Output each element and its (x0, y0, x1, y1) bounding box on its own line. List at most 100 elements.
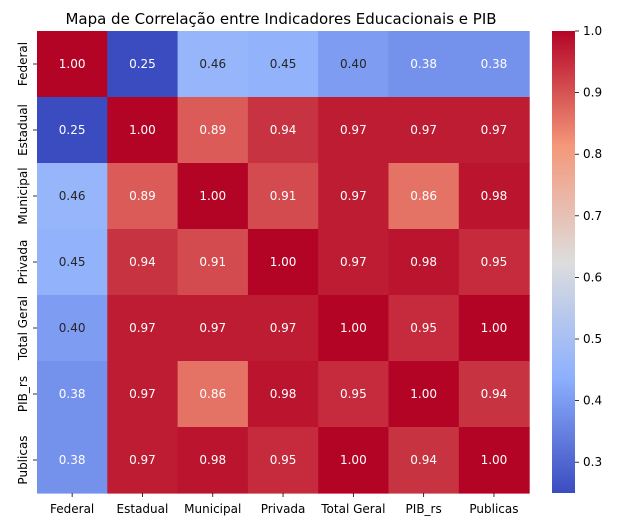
heatmap-cell (318, 31, 390, 98)
heatmap-cell (388, 295, 460, 362)
heatmap-cell (37, 229, 108, 296)
x-tick-label: Municipal (184, 502, 241, 516)
cell-value-label: 0.97 (129, 321, 156, 335)
heatmap-cell (37, 295, 108, 362)
colorbar-tick-label: 0.9 (583, 86, 602, 100)
heatmap-cell (458, 361, 530, 428)
cell-value-label: 1.00 (129, 123, 156, 137)
heatmap-cell (388, 163, 460, 230)
colorbar-tick-label: 0.8 (583, 147, 602, 161)
cell-value-label: 0.89 (199, 123, 226, 137)
cell-value-label: 0.91 (270, 189, 297, 203)
heatmap-cell (318, 229, 390, 296)
colorbar-bar (552, 31, 575, 493)
cell-value-label: 0.45 (59, 255, 86, 269)
heatmap-cell (458, 31, 530, 98)
heatmap-cell (107, 229, 179, 296)
heatmap-cell (177, 427, 249, 494)
cell-value-label: 1.00 (199, 189, 226, 203)
heatmap-cell (107, 97, 179, 164)
heatmap-cell (318, 163, 390, 230)
colorbar-tick-label: 0.4 (583, 394, 602, 408)
x-tick-label: Total Geral (320, 502, 385, 516)
heatmap-cell (107, 295, 179, 362)
colorbar-tick-label: 0.5 (583, 332, 602, 346)
cell-value-label: 1.00 (340, 453, 367, 467)
heatmap-cell (388, 31, 460, 98)
y-tick-label: Privada (16, 240, 30, 285)
x-tick-label: Federal (50, 502, 94, 516)
cell-value-label: 0.97 (340, 123, 367, 137)
heatmap-cell (247, 31, 319, 98)
heatmap-cell (458, 97, 530, 164)
cell-value-label: 0.86 (410, 189, 437, 203)
heatmap-cell (107, 361, 179, 428)
colorbar-tick-label: 0.7 (583, 209, 602, 223)
heatmap-cell (318, 427, 390, 494)
cell-value-label: 0.97 (270, 321, 297, 335)
chart-title: Mapa de Correlação entre Indicadores Edu… (65, 10, 496, 28)
cell-value-label: 1.00 (481, 453, 508, 467)
heatmap-cell (37, 31, 108, 98)
heatmap-cell (318, 97, 390, 164)
cell-value-label: 0.46 (199, 57, 226, 71)
cell-value-label: 1.00 (59, 57, 86, 71)
heatmap-cell (107, 427, 179, 494)
heatmap-cell (177, 31, 249, 98)
cell-value-label: 0.38 (59, 387, 86, 401)
y-tick-label: Total Geral (16, 296, 30, 361)
y-axis: Federal Estadual Municipal Privada Total Ger… (16, 42, 37, 485)
cell-value-label: 1.00 (481, 321, 508, 335)
y-tick-label: Municipal (16, 167, 30, 224)
heatmap-cell (458, 427, 530, 494)
x-tick-label: Publicas (469, 502, 518, 516)
cell-value-label: 0.40 (340, 57, 367, 71)
heatmap-cell (177, 97, 249, 164)
cell-value-label: 0.97 (129, 387, 156, 401)
heatmap-cell (458, 229, 530, 296)
colorbar: 0.3 0.4 0.5 0.6 0.7 0.8 0.9 1.0 (552, 24, 602, 493)
cell-value-label: 0.25 (59, 123, 86, 137)
heatmap-cell (177, 229, 249, 296)
colorbar-tick-label: 1.0 (583, 24, 602, 38)
cell-value-label: 0.97 (410, 123, 437, 137)
y-tick-label: PIB_rs (16, 376, 30, 412)
cell-value-label: 0.45 (270, 57, 297, 71)
heatmap-cell (388, 361, 460, 428)
heatmap-cell (107, 163, 179, 230)
heatmap-cells: 1.00 0.25 0.46 0.45 0.40 0.38 0.38 0.25 1.00 0.89… (37, 31, 530, 494)
heatmap-cell (458, 163, 530, 230)
cell-value-label: 0.86 (199, 387, 226, 401)
cell-value-label: 0.97 (129, 453, 156, 467)
x-axis: Federal Estadual Municipal Privada Total Ger… (50, 493, 519, 516)
x-tick-label: Privada (261, 502, 306, 516)
heatmap-cell (177, 163, 249, 230)
cell-value-label: 1.00 (340, 321, 367, 335)
cell-value-label: 0.98 (199, 453, 226, 467)
cell-value-label: 0.40 (59, 321, 86, 335)
cell-value-label: 0.95 (410, 321, 437, 335)
cell-value-label: 1.00 (410, 387, 437, 401)
cell-value-label: 0.97 (340, 255, 367, 269)
cell-value-label: 0.95 (481, 255, 508, 269)
cell-value-label: 1.00 (270, 255, 297, 269)
cell-value-label: 0.98 (481, 189, 508, 203)
cell-value-label: 0.91 (199, 255, 226, 269)
colorbar-tick-label: 0.6 (583, 270, 602, 284)
heatmap-cell (247, 427, 319, 494)
cell-value-label: 0.38 (410, 57, 437, 71)
heatmap-cell (107, 31, 179, 98)
heatmap-cell (388, 427, 460, 494)
y-tick-label: Publicas (16, 435, 30, 484)
cell-value-label: 0.97 (340, 189, 367, 203)
heatmap-cell (247, 361, 319, 428)
heatmap-cell (37, 163, 108, 230)
heatmap-cell (37, 97, 108, 164)
heatmap-cell (247, 163, 319, 230)
cell-value-label: 0.89 (129, 189, 156, 203)
cell-value-label: 0.25 (129, 57, 156, 71)
y-tick-label: Federal (16, 42, 30, 86)
heatmap-cell (37, 361, 108, 428)
heatmap-cell (247, 229, 319, 296)
